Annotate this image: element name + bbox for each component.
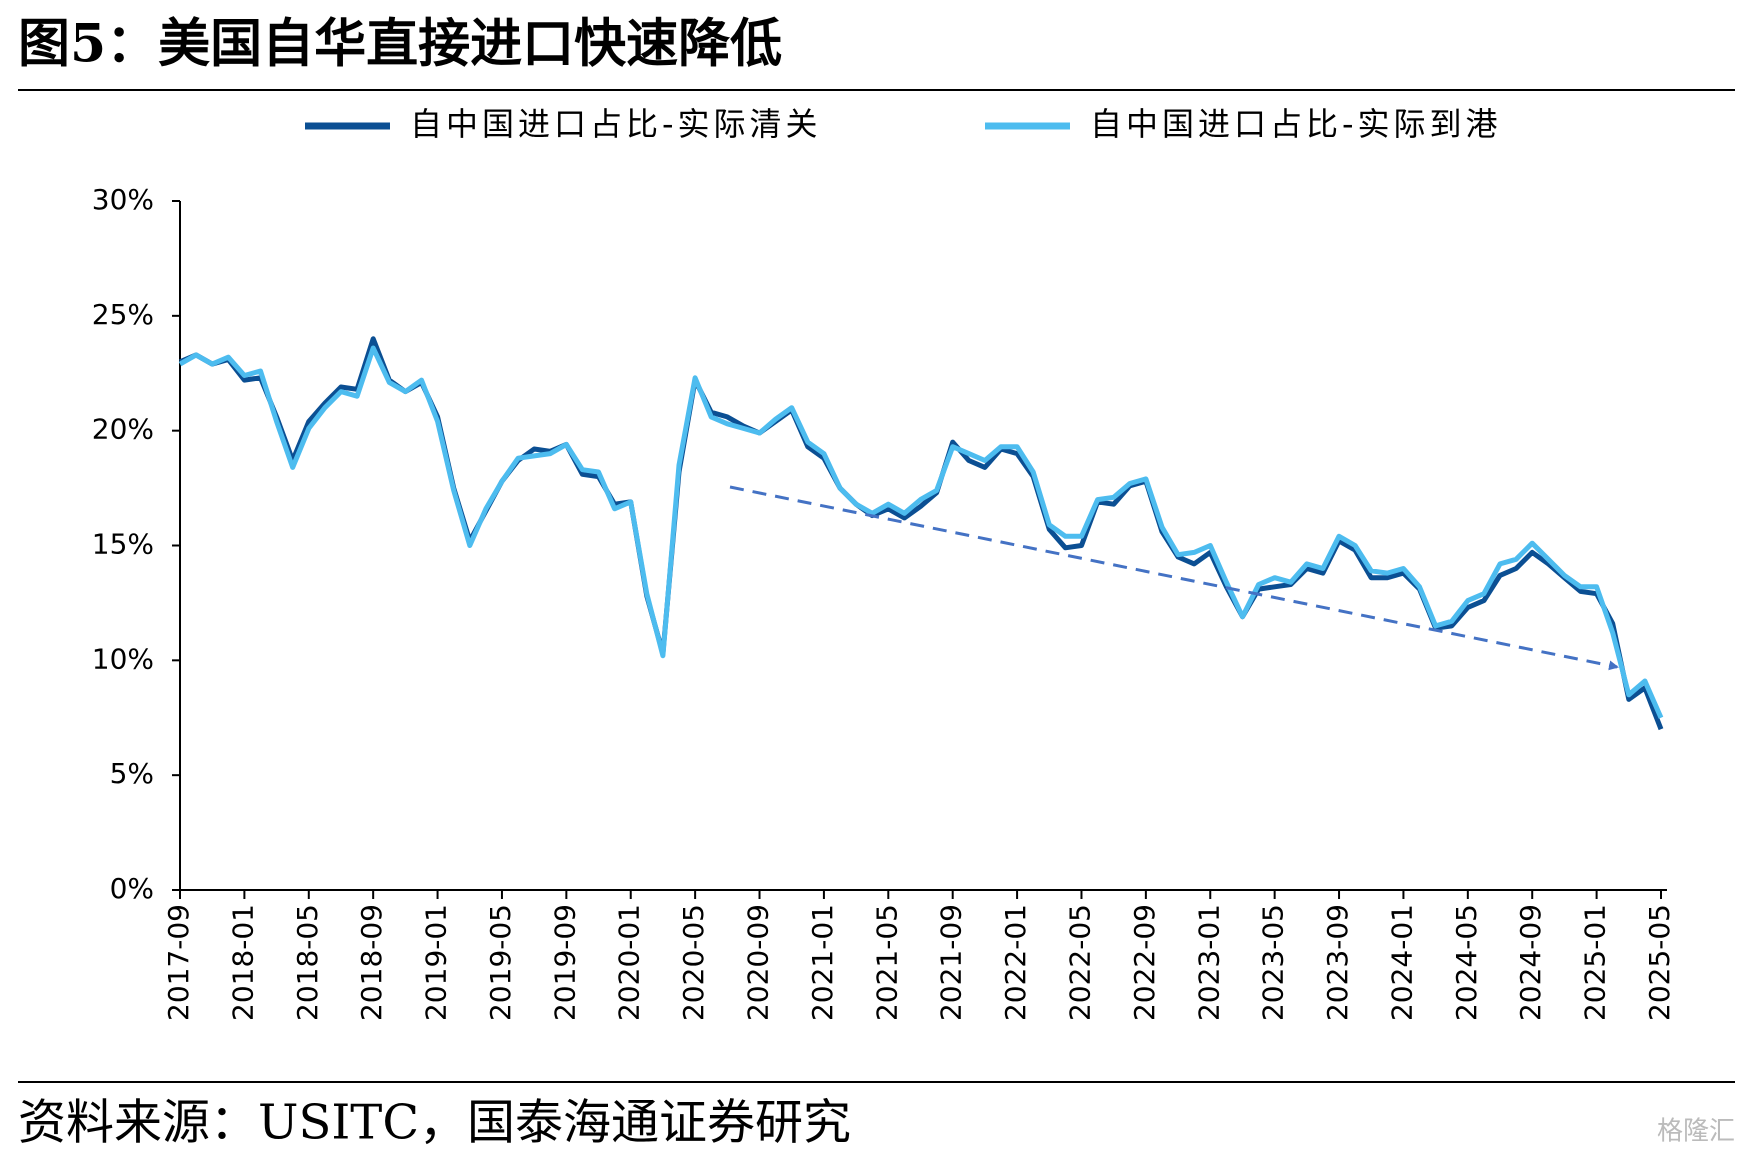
- watermark: 格隆汇: [1657, 1117, 1735, 1147]
- y-tick-label: 5%: [110, 757, 154, 790]
- y-tick-label: 0%: [110, 872, 154, 905]
- x-tick-label: 2024-09: [1514, 904, 1547, 1021]
- x-tick-label: 2020-01: [613, 904, 646, 1021]
- legend-label: 自中国进口占比-实际清关: [410, 105, 822, 143]
- x-tick-label: 2021-05: [870, 904, 903, 1021]
- y-tick-label: 15%: [92, 528, 154, 561]
- x-tick-label: 2017-09: [162, 904, 195, 1021]
- y-tick-label: 20%: [92, 413, 154, 446]
- trend-arrow: [729, 485, 1619, 671]
- x-tick-label: 2023-01: [1192, 904, 1225, 1021]
- x-tick-label: 2019-09: [548, 904, 581, 1021]
- chart-title: 图5：美国自华直接进口快速降低: [18, 14, 782, 75]
- x-tick-label: 2021-09: [935, 904, 968, 1021]
- y-tick-label: 30%: [92, 183, 154, 216]
- y-tick-label: 25%: [92, 298, 154, 331]
- x-tick-label: 2023-09: [1321, 904, 1354, 1021]
- x-tick-label: 2025-01: [1579, 904, 1612, 1021]
- source: 资料来源：USITC，国泰海通证券研究: [18, 1095, 851, 1151]
- x-tick-label: 2018-05: [291, 904, 324, 1021]
- x-tick-label: 2020-05: [677, 904, 710, 1021]
- x-tick-label: 2022-09: [1128, 904, 1161, 1021]
- x-tick-label: 2019-05: [484, 904, 517, 1021]
- y-tick-label: 10%: [92, 642, 154, 675]
- x-tick-label: 2024-01: [1385, 904, 1418, 1021]
- x-tick-label: 2019-01: [420, 904, 453, 1021]
- series-line: [179, 336, 1664, 731]
- x-tick-label: 2022-05: [1063, 904, 1096, 1021]
- x-tick-label: 2024-05: [1450, 904, 1483, 1021]
- legend-label: 自中国进口占比-实际到港: [1090, 105, 1502, 143]
- x-tick-label: 2018-09: [355, 904, 388, 1021]
- x-tick-label: 2023-05: [1257, 904, 1290, 1021]
- series-line: [178, 345, 1664, 719]
- x-tick-label: 2022-01: [999, 904, 1032, 1021]
- x-tick-label: 2020-09: [742, 904, 775, 1021]
- x-tick-label: 2025-05: [1643, 904, 1676, 1021]
- x-tick-label: 2018-01: [226, 904, 259, 1021]
- x-tick-label: 2021-01: [806, 904, 839, 1021]
